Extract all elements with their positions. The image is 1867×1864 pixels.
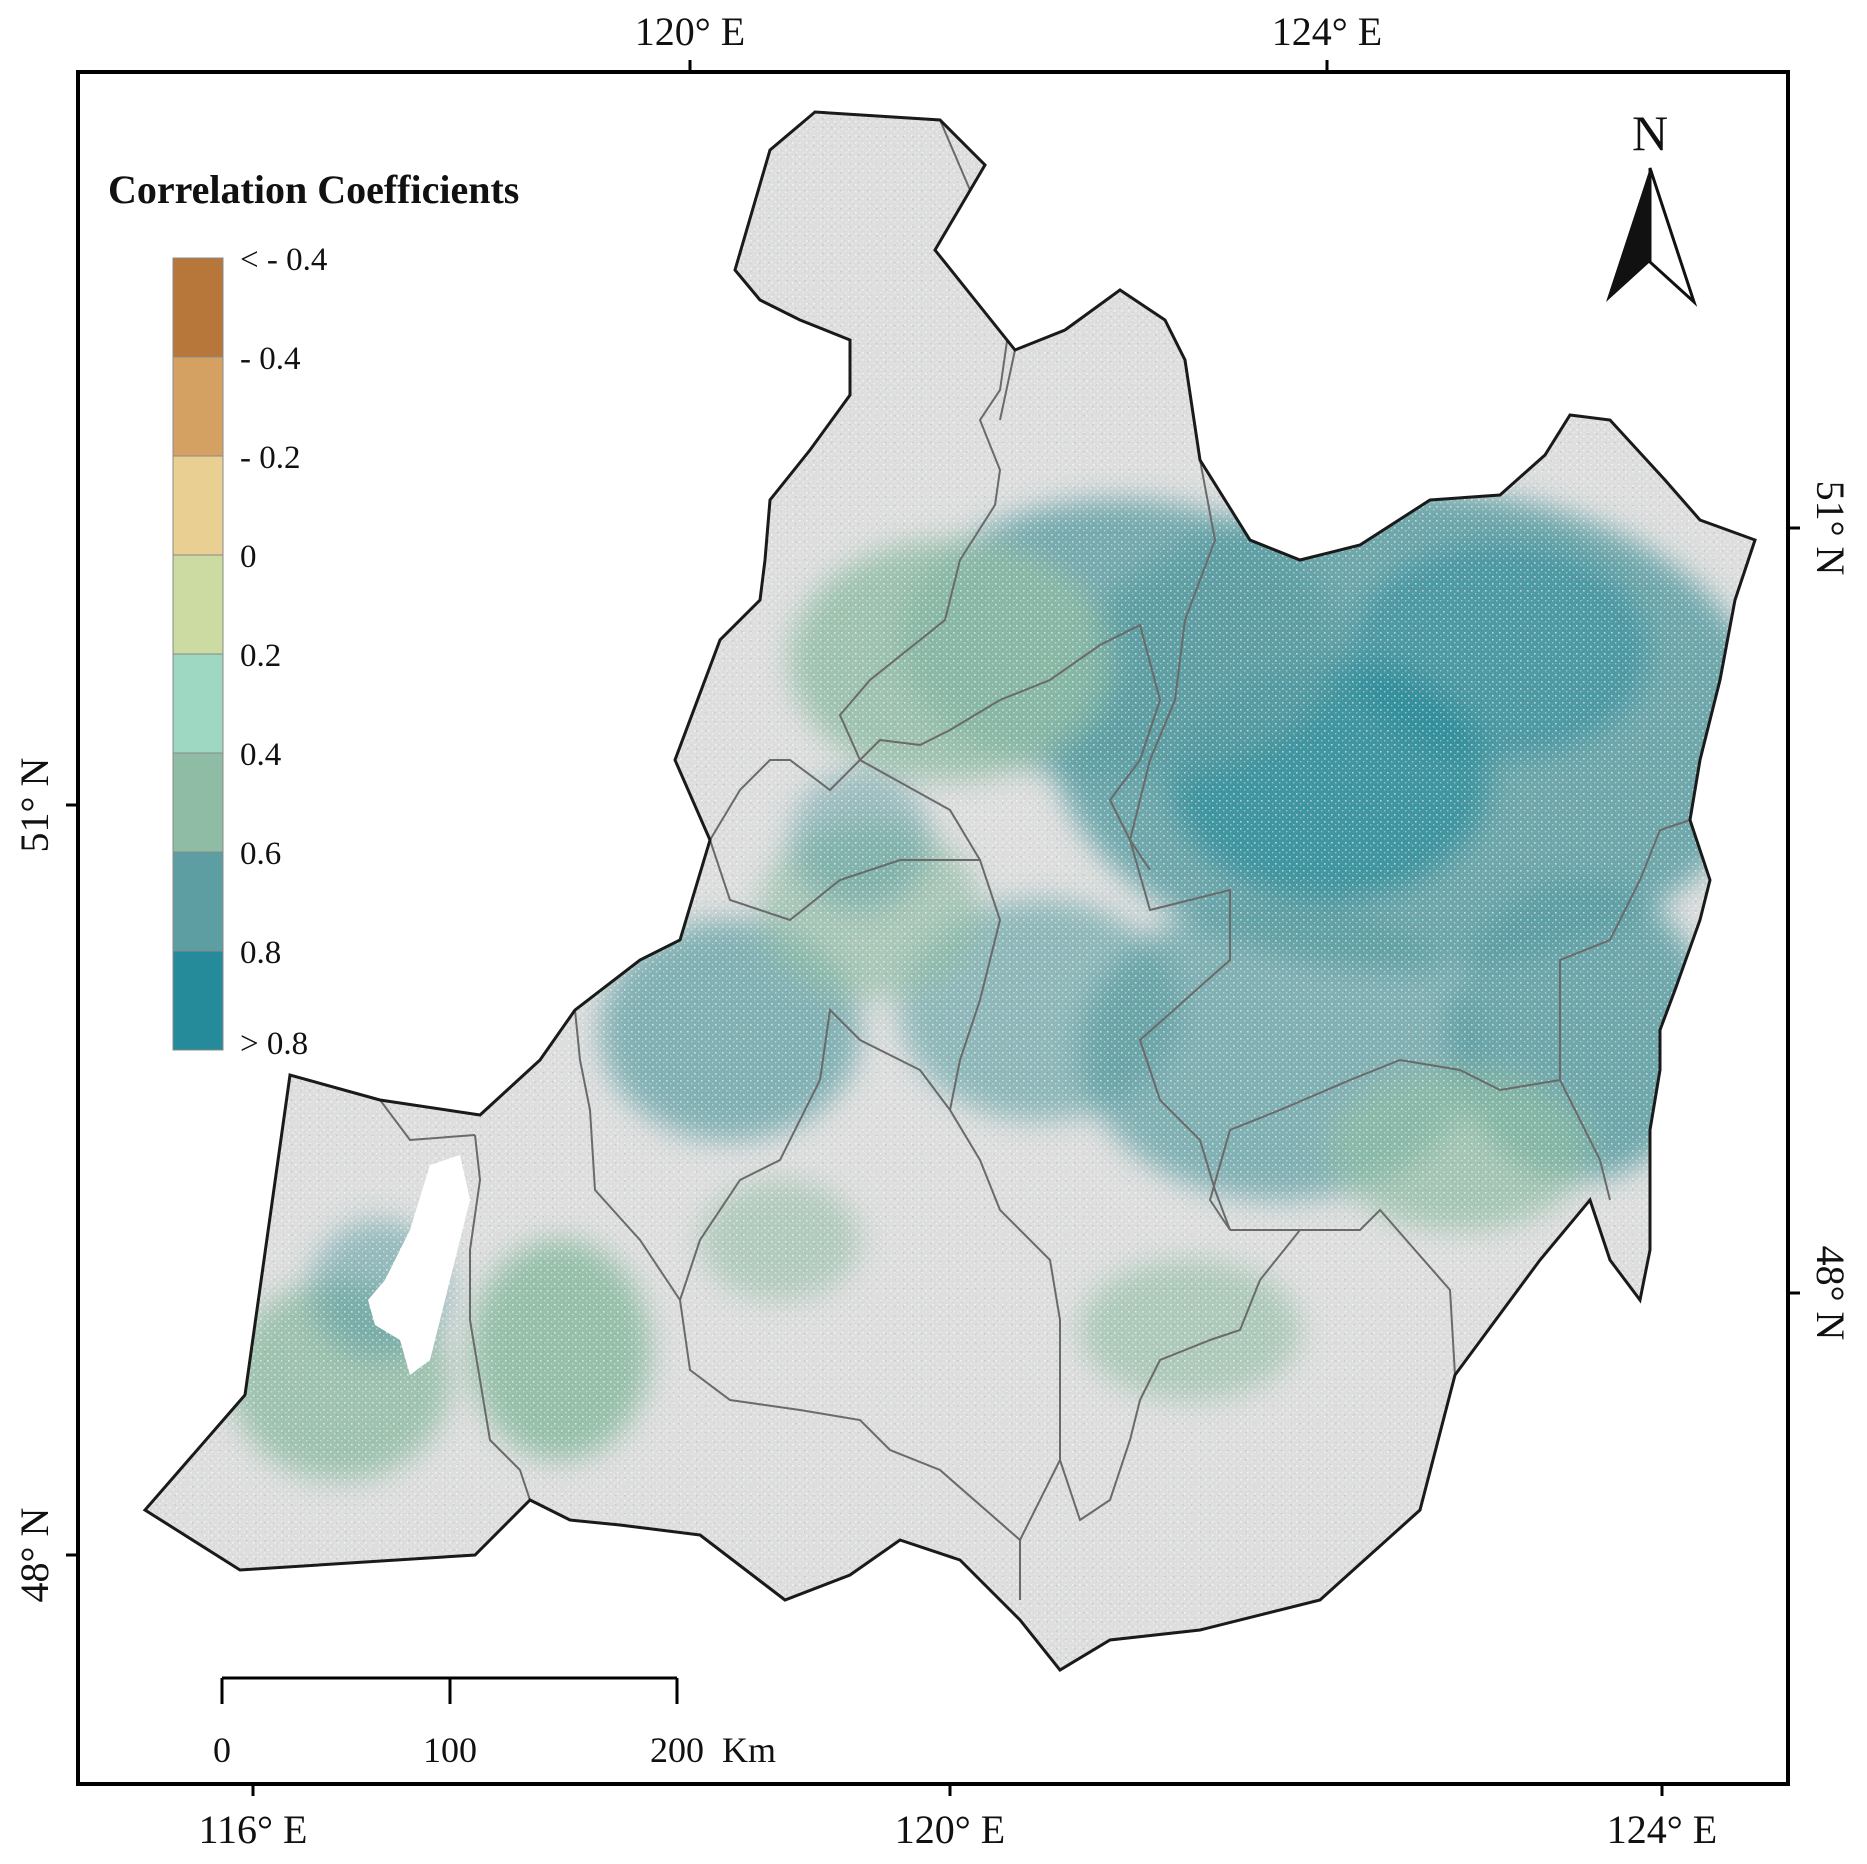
- graticule-ticks: [66, 60, 1800, 1796]
- legend-swatch-5: [172, 752, 224, 853]
- bottom-label-124e: 124° E: [1607, 1807, 1717, 1852]
- legend-label-3: 0: [240, 539, 257, 575]
- scale-label-100: 100: [423, 1730, 477, 1770]
- legend-swatch-0: [172, 257, 224, 358]
- legend-swatch-1: [172, 356, 224, 457]
- legend-title: Correlation Coefficients: [108, 167, 519, 212]
- coordinate-labels: 120° E 124° E 116° E 120° E 124° E 51° N…: [12, 9, 1853, 1852]
- legend-label-4: 0.2: [240, 638, 281, 674]
- bottom-label-116e: 116° E: [199, 1807, 308, 1852]
- legend-label-last: > 0.8: [240, 1026, 308, 1062]
- top-label-124e: 124° E: [1272, 9, 1382, 54]
- legend-label-1: - 0.4: [240, 341, 301, 377]
- legend-swatch-7: [172, 950, 224, 1051]
- scale-label-200: 200: [650, 1730, 704, 1770]
- legend-swatch-6: [172, 851, 224, 952]
- lake: [368, 1155, 470, 1375]
- north-arrow-label: N: [1632, 105, 1668, 161]
- right-label-51n: 51° N: [1808, 481, 1853, 576]
- legend-label-6: 0.6: [240, 836, 281, 872]
- scale-bar: 0 100 200 Km: [213, 1676, 776, 1770]
- legend: Correlation Coefficients < - 0.4 - 0.4 - 0…: [108, 167, 519, 1062]
- top-label-120e: 120° E: [635, 9, 745, 54]
- legend-labels: < - 0.4 - 0.4 - 0.2 0 0.2 0.4 0.6 0.8: [240, 242, 327, 971]
- left-label-48n: 48° N: [12, 1508, 57, 1603]
- north-arrow: N: [1606, 105, 1698, 307]
- inner-boundaries: [379, 119, 1691, 1600]
- legend-label-2: - 0.2: [240, 440, 301, 476]
- map-frame: [76, 70, 1790, 1786]
- legend-label-0: < - 0.4: [240, 242, 327, 278]
- legend-label-7: 0.8: [240, 935, 281, 971]
- legend-swatches: [172, 257, 224, 1051]
- region-outline: [142, 110, 1757, 1672]
- legend-swatch-2: [172, 455, 224, 556]
- right-label-48n: 48° N: [1808, 1246, 1853, 1341]
- legend-swatch-4: [172, 653, 224, 754]
- bottom-label-120e: 120° E: [895, 1807, 1005, 1852]
- legend-label-5: 0.4: [240, 737, 281, 773]
- legend-swatch-3: [172, 554, 224, 655]
- scale-unit: Km: [722, 1730, 776, 1770]
- scale-label-0: 0: [213, 1730, 231, 1770]
- north-arrow-dark-half: [1606, 168, 1650, 302]
- left-label-51n: 51° N: [12, 758, 57, 853]
- north-arrow-light-half: [1648, 167, 1698, 307]
